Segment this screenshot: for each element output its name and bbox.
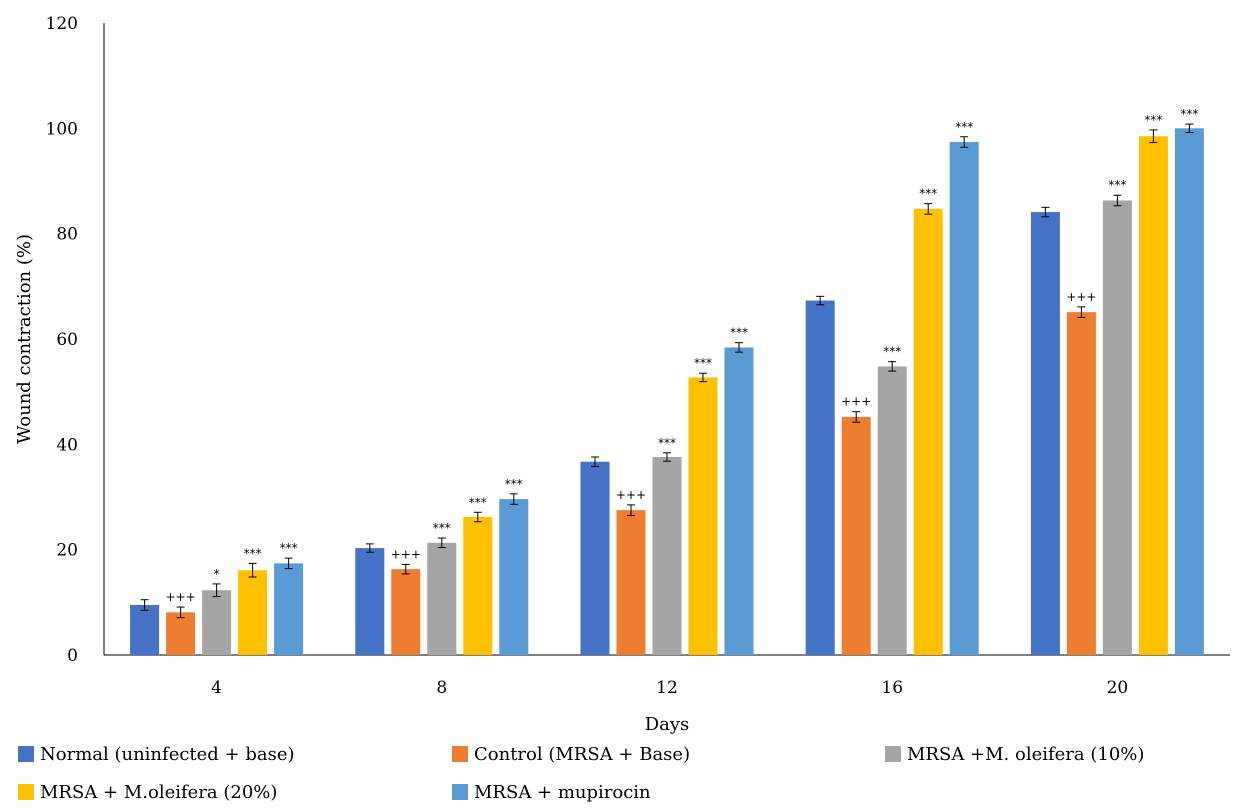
- legend-label: MRSA + M.oleifera (20%): [40, 782, 277, 803]
- bar: [724, 347, 754, 655]
- y-tick-label: 60: [56, 330, 78, 350]
- x-tick-label: 20: [1107, 678, 1129, 698]
- legend-swatch: [18, 784, 34, 800]
- bar: [238, 570, 268, 655]
- bar: [652, 456, 682, 655]
- x-axis-ticks: 4 8 12 16 20: [211, 678, 1128, 698]
- bar: [1066, 312, 1096, 655]
- y-tick-label: 40: [56, 435, 78, 455]
- significance-label: +++: [391, 547, 421, 561]
- legend-swatch: [885, 746, 901, 762]
- legend-label: MRSA +M. oleifera (10%): [907, 744, 1144, 765]
- bar: [166, 612, 196, 655]
- significance-label: ***: [730, 326, 748, 340]
- legend-swatch: [18, 746, 34, 762]
- x-axis-title: Days: [645, 714, 690, 735]
- bar: [1102, 200, 1132, 655]
- bar: [1138, 136, 1168, 655]
- bar: [130, 604, 160, 655]
- bar: [274, 563, 304, 655]
- bar: [949, 142, 979, 655]
- significance-label: +++: [1066, 290, 1096, 304]
- significance-label: ***: [280, 541, 298, 555]
- significance-label: +++: [616, 488, 646, 502]
- x-tick-label: 8: [436, 678, 447, 698]
- legend-swatch: [452, 784, 468, 800]
- bar: [688, 377, 718, 655]
- legend-swatch: [452, 746, 468, 762]
- bar: [877, 366, 907, 655]
- bar: [391, 569, 421, 655]
- bar: [841, 416, 871, 655]
- x-tick-label: 16: [881, 678, 903, 698]
- bar: [1030, 212, 1060, 655]
- bar: [202, 590, 232, 655]
- y-tick-label: 120: [46, 14, 78, 34]
- legend-label: Control (MRSA + Base): [474, 744, 690, 765]
- significance-label: +++: [841, 395, 871, 409]
- significance-label: +++: [166, 590, 196, 604]
- significance-label: ***: [505, 477, 523, 491]
- legend: Normal (uninfected + base) Control (MRSA …: [18, 744, 1144, 803]
- x-tick-label: 12: [656, 678, 678, 698]
- x-tick-label: 4: [211, 678, 222, 698]
- bar: [616, 510, 646, 655]
- bar: [499, 499, 529, 655]
- bar: [580, 461, 610, 655]
- bar: [427, 542, 457, 655]
- significance-label: ***: [433, 521, 451, 535]
- y-tick-label: 0: [67, 646, 78, 666]
- bars: +++**** *** +++*********+++*********+++***…: [130, 107, 1204, 656]
- y-tick-label: 80: [56, 225, 78, 245]
- bar: [805, 300, 835, 655]
- significance-label: ***: [883, 345, 901, 359]
- legend-label: MRSA + mupirocin: [474, 782, 651, 803]
- bar: [913, 208, 943, 655]
- significance-label: ***: [1180, 107, 1198, 121]
- y-axis-ticks: 0 20 40 60 80 100 120: [46, 14, 78, 666]
- significance-label: *: [214, 567, 220, 581]
- significance-label: ***: [955, 120, 973, 134]
- y-axis-title: Wound contraction (%): [14, 234, 35, 444]
- legend-label: Normal (uninfected + base): [40, 744, 295, 765]
- significance-label: ***: [244, 546, 262, 560]
- bar: [355, 548, 385, 655]
- significance-label: ***: [658, 436, 676, 450]
- significance-label: ***: [1108, 178, 1126, 192]
- significance-label: ***: [1144, 113, 1162, 127]
- bar: [463, 517, 493, 655]
- y-tick-label: 100: [46, 119, 78, 139]
- bar: [1174, 128, 1204, 656]
- y-tick-label: 20: [56, 541, 78, 561]
- significance-label: ***: [919, 187, 937, 201]
- significance-label: ***: [694, 356, 712, 370]
- significance-label: ***: [469, 495, 487, 509]
